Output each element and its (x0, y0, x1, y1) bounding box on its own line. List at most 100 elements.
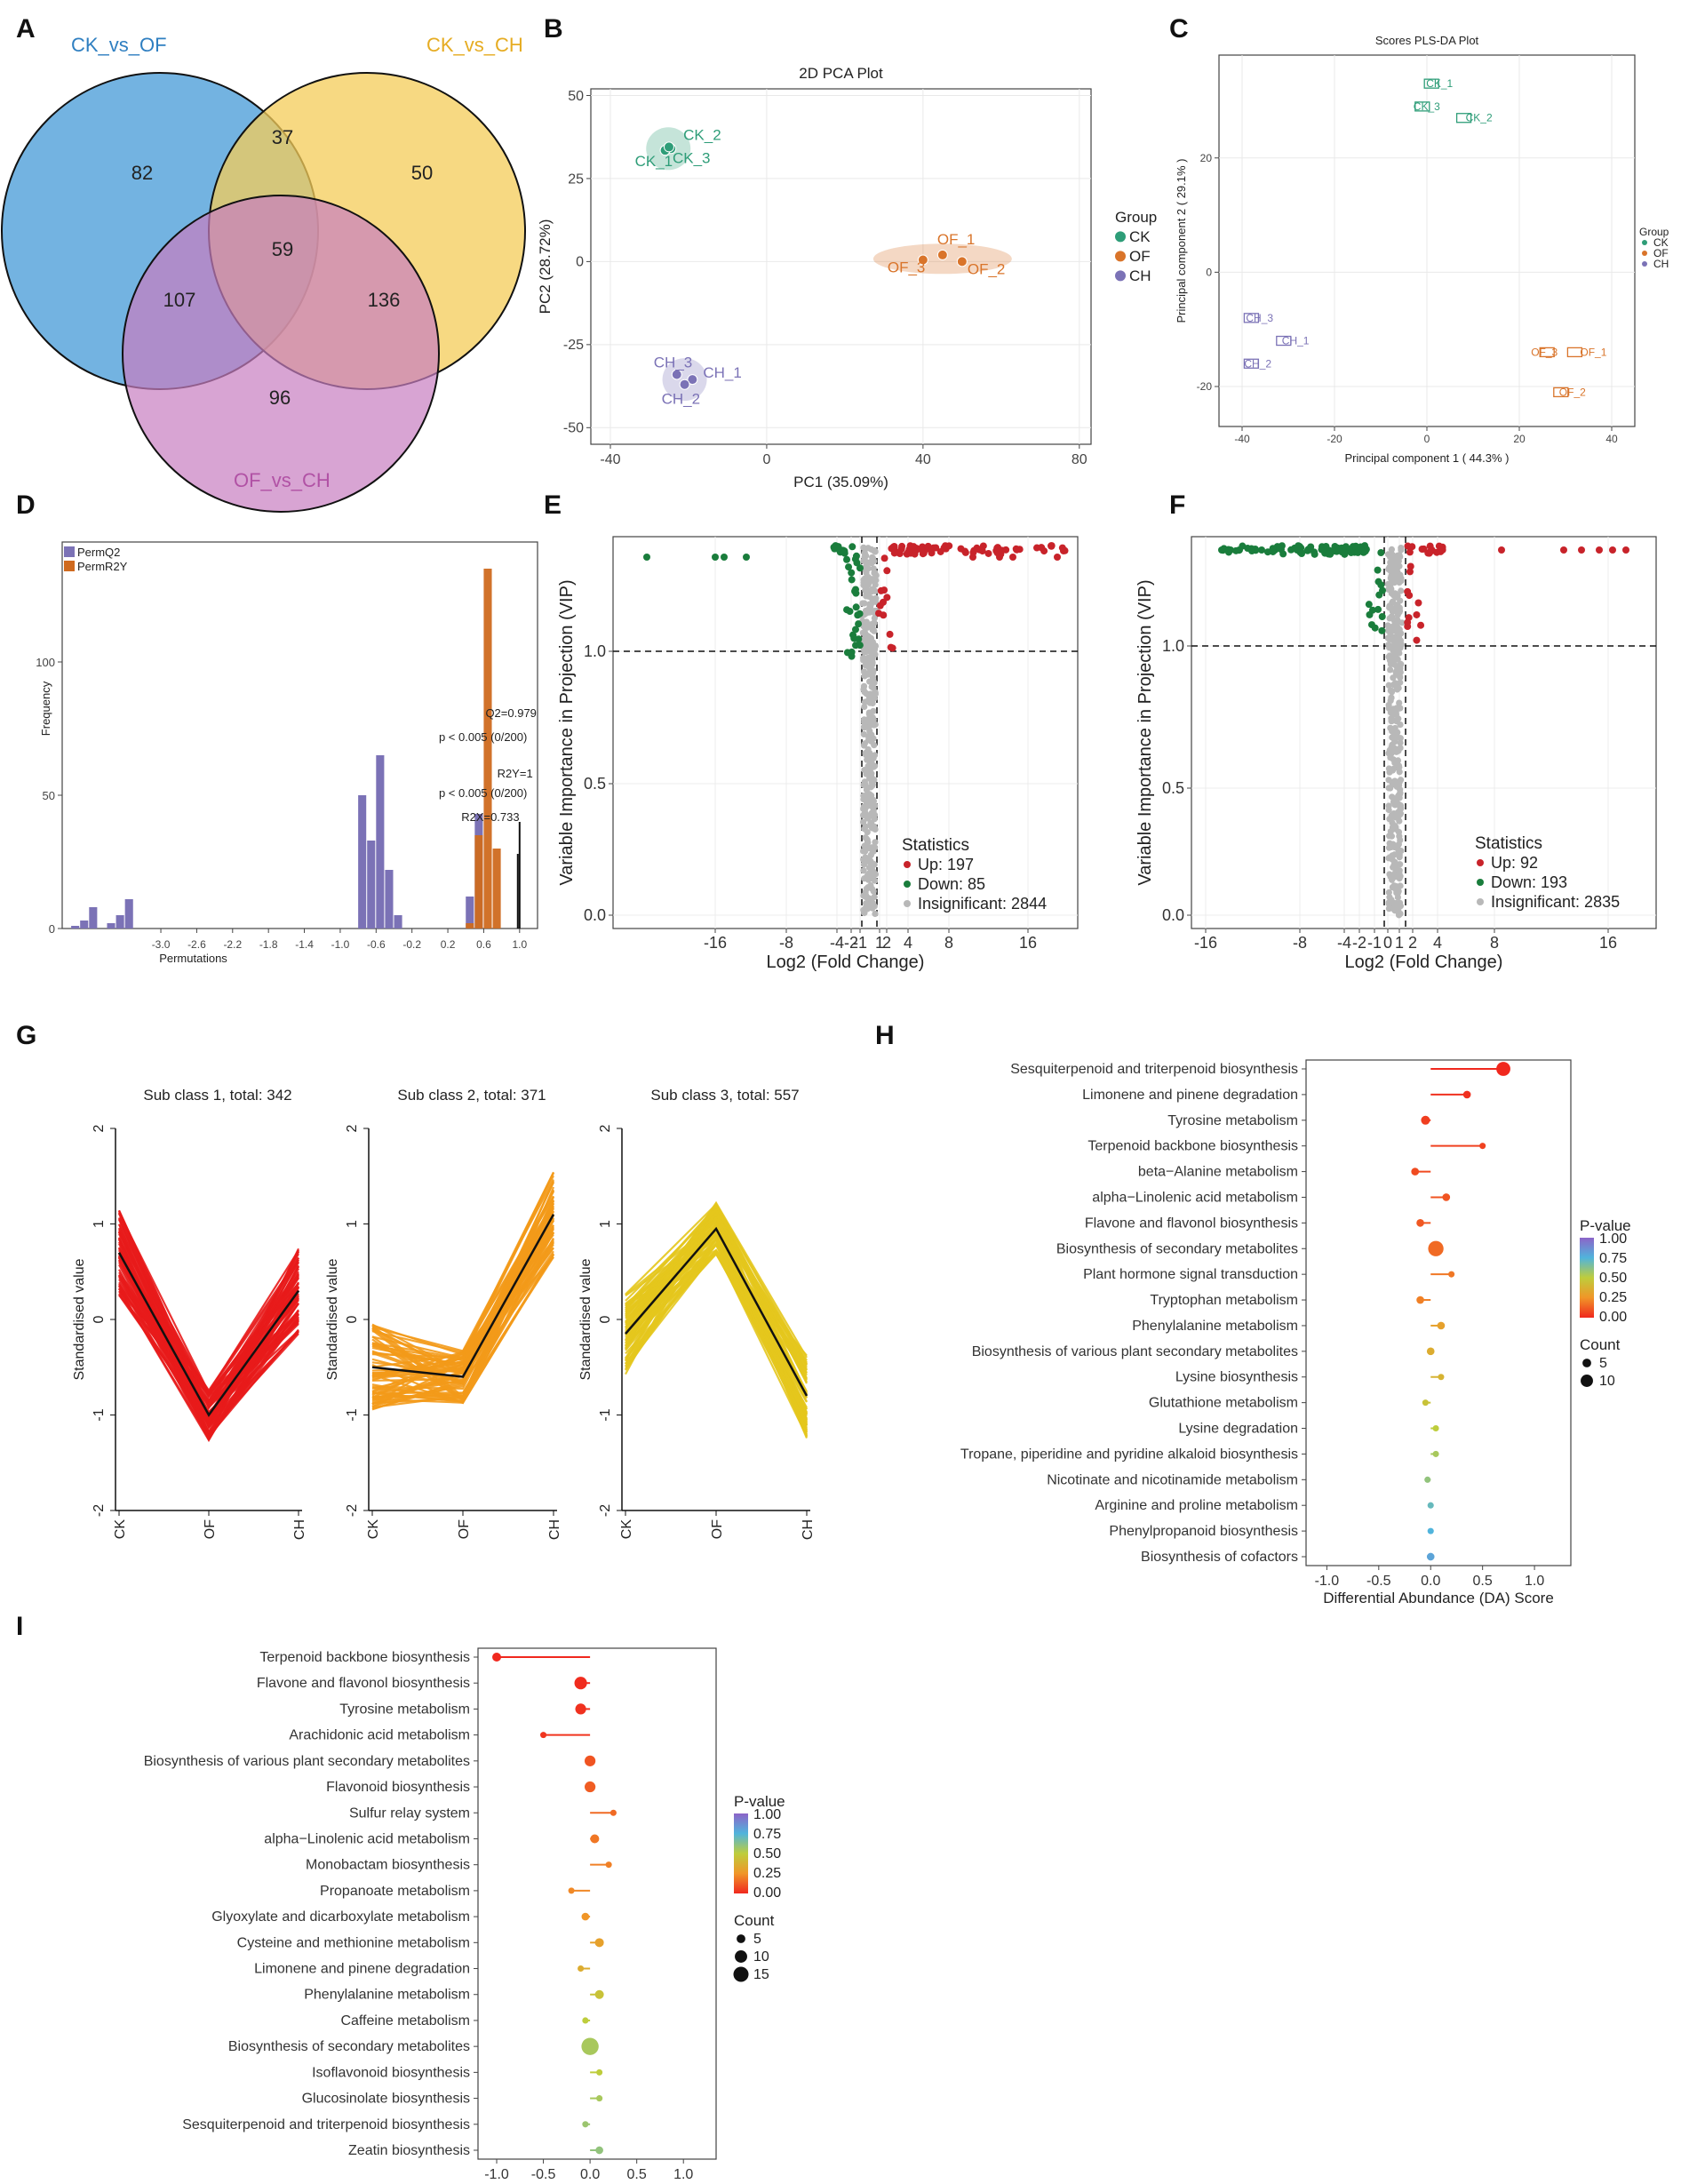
y-tick-label: 20 (1200, 152, 1213, 164)
insignificant-point (1394, 592, 1401, 600)
insignificant-point (1386, 854, 1394, 861)
insignificant-point (1390, 705, 1397, 713)
lollipop-head (575, 1703, 586, 1715)
up-point (1002, 546, 1010, 554)
down-point (1374, 566, 1382, 574)
insignificant-point (1396, 604, 1403, 611)
insignificant-point (870, 754, 877, 762)
up-point (1048, 542, 1056, 550)
y-tick-label: 0 (345, 1315, 360, 1323)
insignificant-point (865, 791, 873, 798)
x-tick-label: 1.0 (512, 938, 527, 951)
sample-point (936, 249, 948, 260)
venn-region-count: 107 (163, 289, 196, 311)
down-point (1311, 550, 1319, 558)
insignificant-point (865, 637, 872, 644)
statistics-label: Down: 85 (918, 875, 985, 893)
up-point (1054, 554, 1061, 561)
statistics-swatch (904, 881, 911, 888)
y-tick-label: 0 (598, 1315, 613, 1323)
insignificant-point (1387, 873, 1394, 881)
up-point (993, 549, 1001, 557)
pathway-label: Isoflavonoid biosynthesis (312, 2065, 470, 2080)
down-point (1347, 548, 1355, 556)
lollipop-head (1426, 1347, 1435, 1356)
x-tick-label: 1.0 (673, 2167, 693, 2182)
statistics-label: Up: 92 (1491, 854, 1538, 872)
insignificant-point (861, 629, 869, 636)
lollipop-head (540, 1732, 547, 1739)
insignificant-point (868, 683, 875, 690)
insignificant-point (862, 576, 870, 583)
lollipop-head (1428, 1240, 1444, 1256)
x-tick-label: 2 (1408, 934, 1417, 952)
y-tick-label: 1 (598, 1220, 613, 1228)
insignificant-point (870, 565, 877, 572)
profile-line (625, 1231, 808, 1415)
insignificant-point (864, 733, 872, 740)
x-tick-label: -1.0 (331, 938, 350, 951)
insignificant-point (860, 623, 868, 630)
x-tick-label: -1.0 (1315, 1574, 1340, 1589)
insignificant-point (1395, 762, 1403, 769)
lollipop-head (1416, 1295, 1424, 1304)
down-point (712, 554, 719, 561)
legend-label: CK (1129, 228, 1151, 245)
lollipop-head (1427, 1502, 1434, 1509)
profile-line (371, 1240, 554, 1378)
legend-swatch (1115, 231, 1126, 243)
profile-line (118, 1290, 299, 1424)
insignificant-point (1388, 833, 1396, 840)
down-point (1368, 606, 1376, 614)
lollipop-head (596, 2095, 603, 2102)
y-tick-label: 1 (92, 1220, 107, 1228)
insignificant-point (861, 703, 868, 711)
legend-swatch (64, 546, 75, 557)
permr2y-bar (466, 923, 474, 929)
lollipop-head (595, 2146, 603, 2155)
insignificant-point (872, 839, 879, 846)
x-tick-label: -0.6 (367, 938, 386, 951)
permq2-bar (71, 926, 80, 929)
x-tick-label: -1.8 (259, 938, 278, 951)
x-axis-label: PC1 (35.09%) (793, 474, 888, 490)
insignificant-point (1385, 701, 1392, 709)
up-point (880, 586, 888, 594)
x-tick-label: OF (457, 1519, 472, 1539)
pathway-label: Cysteine and methionine metabolism (237, 1935, 470, 1950)
x-tick-label: 16 (1019, 934, 1037, 952)
insignificant-point (1390, 641, 1398, 649)
y-tick-label: 2 (598, 1124, 613, 1132)
statistics-label: Insignificant: 2835 (1491, 893, 1620, 911)
x-tick-label: -20 (1327, 433, 1342, 445)
venn-region-count: 136 (368, 289, 401, 311)
up-point (1622, 546, 1629, 554)
y-tick-label: 0 (49, 922, 55, 936)
insignificant-point (1388, 694, 1395, 701)
pathway-label: Zeatin biosynthesis (348, 2143, 470, 2158)
insignificant-point (862, 854, 869, 861)
insignificant-point (861, 909, 868, 916)
insignificant-point (868, 809, 875, 817)
up-point (879, 598, 887, 606)
colorbar-tick-label: 0.50 (1599, 1271, 1627, 1286)
y-tick-label: 50 (568, 89, 584, 104)
legend-label: OF (1129, 248, 1151, 265)
insignificant-point (1391, 814, 1399, 821)
x-tick-label: -16 (704, 934, 727, 952)
pathway-label: beta−Alanine metabolism (1138, 1165, 1298, 1180)
venn-panel: CK_vs_OF CK_vs_CH OF_vs_CH 82 50 96 37 107 136 59 (1, 34, 526, 513)
insignificant-point (870, 796, 877, 803)
permutation-annotation: p < 0.005 (0/200) (439, 730, 527, 744)
permutation-panel: -3.0 -2.6 -2.2 -1.8 -1.4 -1.0 -0.6 -0.2 0.2 0.6 1.… (36, 541, 538, 965)
sample-point (671, 369, 682, 380)
insignificant-point (1394, 552, 1401, 559)
sample-point (1455, 113, 1472, 124)
legend-swatch (1115, 251, 1126, 262)
sample-point (679, 379, 690, 390)
insignificant-point (867, 896, 874, 903)
insignificant-point (865, 657, 873, 665)
down-point (848, 576, 856, 584)
x-tick-label: 40 (915, 452, 931, 467)
